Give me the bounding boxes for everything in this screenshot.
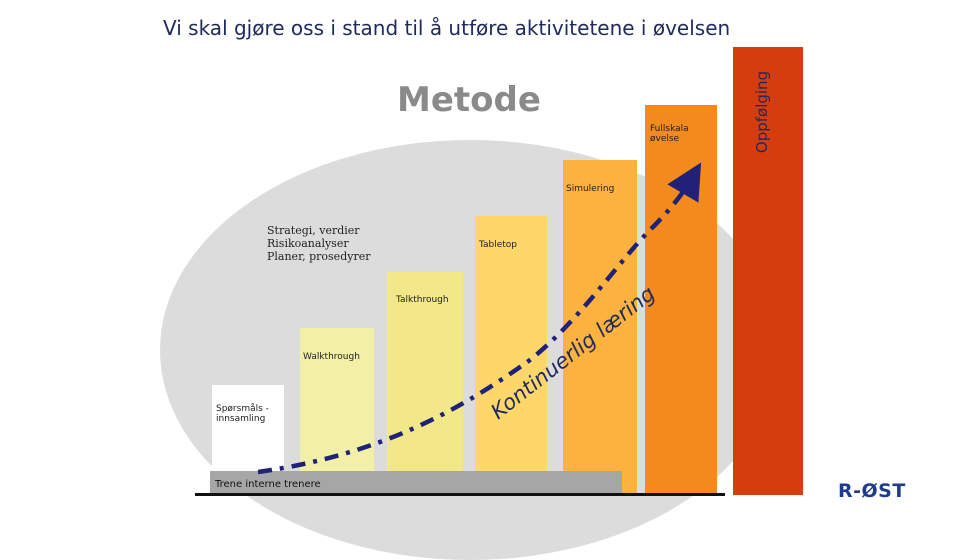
curve-text: Kontinuerlig læring [486,281,659,424]
strategy-line: Planer, prosedyrer [267,250,371,264]
train-trainers-bar [210,471,622,493]
stage-label-talkthrough: Talkthrough [396,295,449,305]
stage-label-sporsmal: Spørsmåls - innsamling [216,404,269,425]
strategy-line: Strategi, verdier [267,224,360,237]
stage-label-walkthrough: Walkthrough [303,352,360,362]
train-trainers-label: Trene interne trenere [215,479,321,490]
strategy-text: Strategi, verdier Risikoanalyser Planer,… [267,224,370,264]
method-heading: Metode [397,80,541,120]
learning-curve-graphic: Kontinuerlig læring [257,162,702,475]
stage-label-tabletop: Tabletop [479,240,518,250]
stage-bar-simulering [563,160,637,495]
logo: R-ØST [838,480,906,502]
learning-curve-path [257,162,702,475]
page-title: Vi skal gjøre oss i stand til å utføre a… [163,16,731,40]
strategy-line: Risikoanalyser [267,237,349,251]
stage-bar-walkthrough [300,328,374,495]
stage-label-fullskala: Fullskala øvelse [650,124,689,145]
stage-bar-talkthrough [387,272,463,495]
stage-bar-tabletop [475,216,547,495]
stage-label-simulering: Simulering [566,184,615,194]
baseline [195,493,725,496]
oppfolging-bar [733,47,803,495]
